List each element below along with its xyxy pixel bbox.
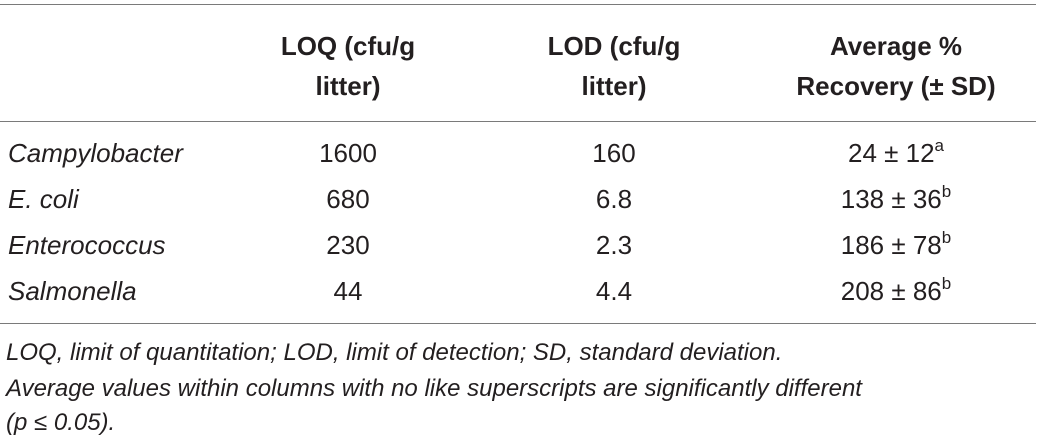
header-recovery: Average % Recovery (± SD) xyxy=(756,26,1036,106)
lod-cell: 160 xyxy=(592,138,636,168)
lod-cell: 2.3 xyxy=(595,230,633,260)
header-lod: LOD (cfu/g litter) xyxy=(496,26,732,106)
recovery-cell: 138 ± 36b xyxy=(756,176,1036,226)
table-row-enterococcus: Enterococcus 230 2.3 186 ± 78b xyxy=(0,222,1036,268)
organism-cell: Campylobacter xyxy=(8,138,183,168)
loq-cell: 44 xyxy=(333,276,363,306)
loq-cell: 230 xyxy=(326,230,370,260)
footnote-significance: Average values within columns with no li… xyxy=(6,375,862,402)
recovery-superscript: b xyxy=(941,182,952,201)
header-loq: LOQ (cfu/g litter) xyxy=(230,26,466,106)
lod-cell: 4.4 xyxy=(595,276,633,306)
lod-cell: 6.8 xyxy=(595,184,633,214)
recovery-value: 208 ± 86 xyxy=(840,276,942,306)
organism-cell: Salmonella xyxy=(8,276,137,306)
recovery-value: 186 ± 78 xyxy=(840,230,942,260)
header-recovery-line1: Average % xyxy=(830,31,962,61)
recovery-superscript: a xyxy=(934,136,945,155)
header-lod-line2: litter) xyxy=(581,71,647,101)
recovery-cell: 186 ± 78b xyxy=(756,222,1036,272)
footnote-abbreviations: LOQ, limit of quantitation; LOD, limit o… xyxy=(6,339,783,366)
recovery-value: 24 ± 12 xyxy=(847,138,935,168)
loq-cell: 680 xyxy=(326,184,370,214)
footnote-significance-level: (p ≤ 0.05). xyxy=(6,409,116,436)
recovery-cell: 208 ± 86b xyxy=(756,268,1036,318)
organism-cell: Enterococcus xyxy=(8,230,166,260)
recovery-superscript: b xyxy=(941,228,952,247)
header-loq-line1: LOQ (cfu/g xyxy=(280,31,416,61)
table-row-salmonella: Salmonella 44 4.4 208 ± 86b xyxy=(0,268,1036,314)
recovery-cell: 24 ± 12a xyxy=(756,130,1036,180)
table-row-campylobacter: Campylobacter 1600 160 24 ± 12a xyxy=(0,130,1036,176)
table-top-rule xyxy=(0,4,1036,5)
organism-cell: E. coli xyxy=(8,184,79,214)
table-header-rule xyxy=(0,121,1036,122)
recovery-value: 138 ± 36 xyxy=(840,184,942,214)
recovery-superscript: b xyxy=(941,274,952,293)
table-bottom-rule xyxy=(0,323,1036,324)
header-loq-line2: litter) xyxy=(315,71,381,101)
header-lod-line1: LOD (cfu/g xyxy=(547,31,681,61)
loq-cell: 1600 xyxy=(319,138,377,168)
header-recovery-line2: Recovery (± SD) xyxy=(796,71,996,101)
table-row-ecoli: E. coli 680 6.8 138 ± 36b xyxy=(0,176,1036,222)
